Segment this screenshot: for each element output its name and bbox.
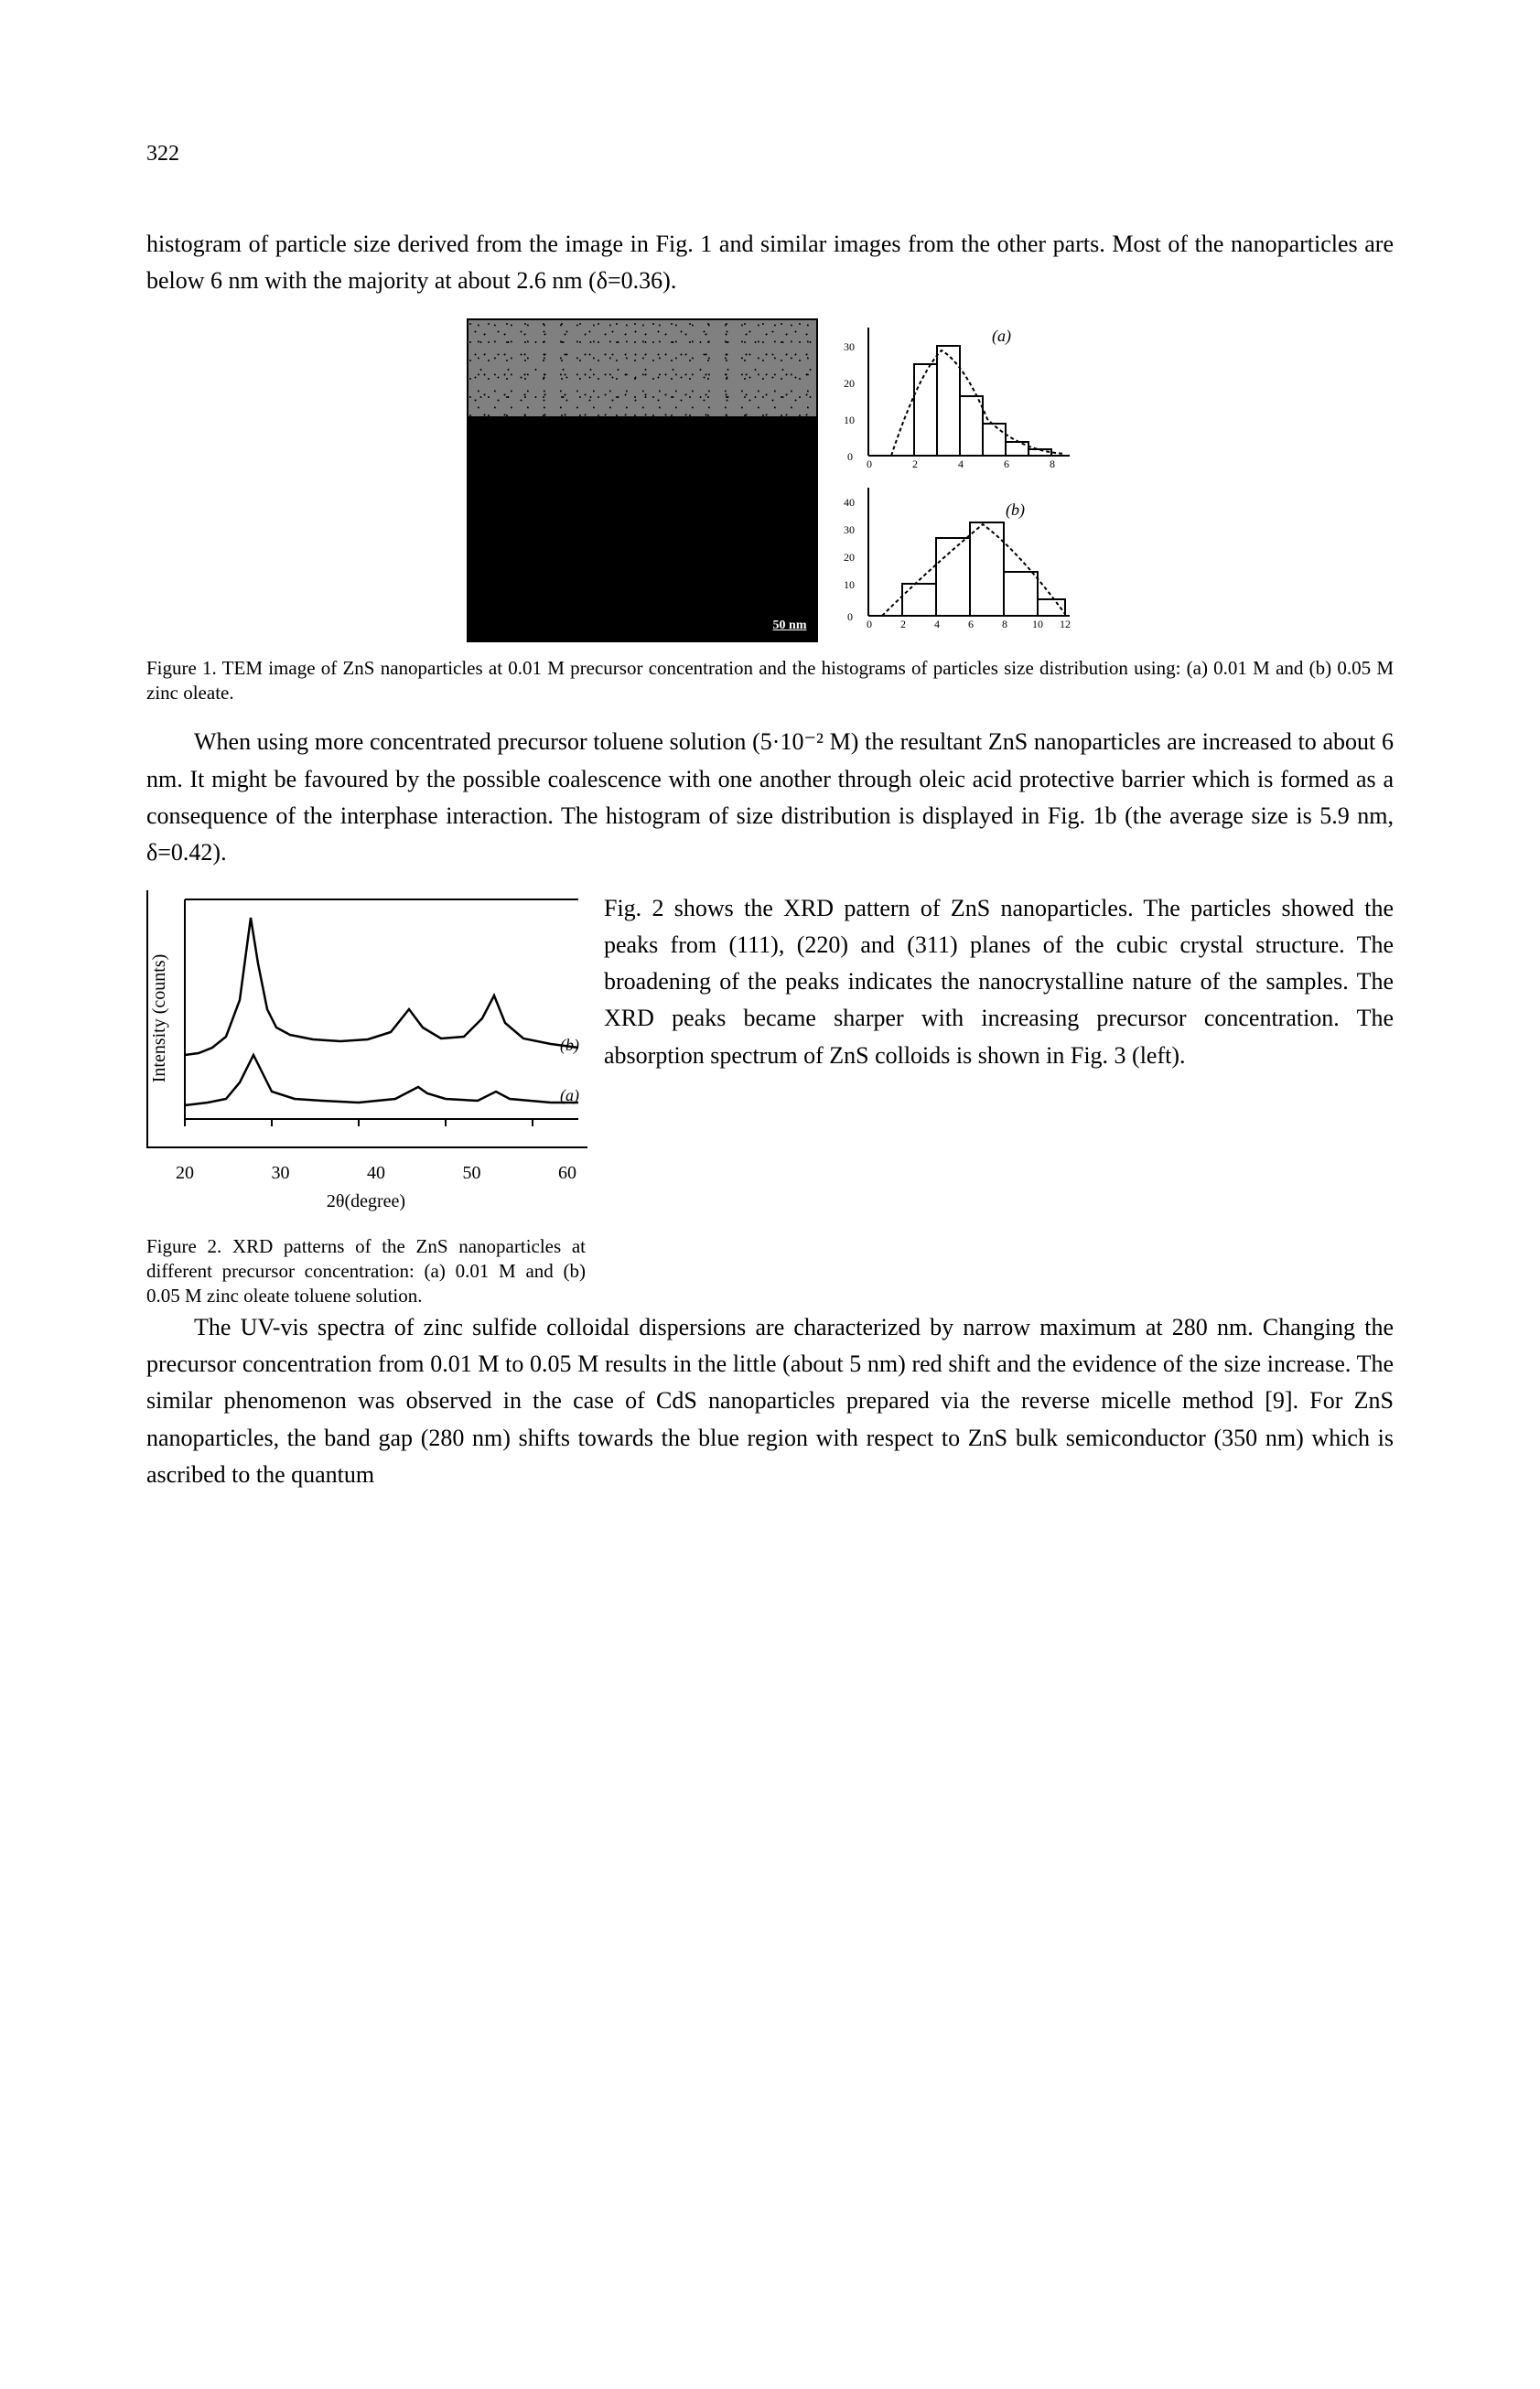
xrd-x-ticks: 20 30 40 50 60 bbox=[146, 1159, 586, 1188]
svg-text:10: 10 bbox=[1032, 618, 1043, 630]
svg-text:2: 2 bbox=[912, 457, 918, 469]
svg-text:30: 30 bbox=[844, 340, 855, 353]
figure-1: 50 nm (a) 0 10 20 30 bbox=[146, 318, 1394, 706]
xrd-tick: 40 bbox=[367, 1159, 385, 1188]
svg-text:30: 30 bbox=[844, 523, 855, 536]
histogram-b: (b) 0 10 20 30 40 0 2 4 6 8 10 12 bbox=[836, 479, 1074, 630]
svg-text:6: 6 bbox=[968, 618, 974, 630]
svg-text:20: 20 bbox=[844, 377, 855, 390]
svg-text:6: 6 bbox=[1004, 457, 1009, 469]
page-number: 322 bbox=[146, 137, 1394, 171]
svg-text:0: 0 bbox=[847, 450, 853, 463]
tem-noise-overlay bbox=[468, 320, 816, 416]
xrd-x-label: 2θ(degree) bbox=[146, 1188, 586, 1216]
histogram-panel: (a) 0 10 20 30 0 2 4 6 8 bbox=[836, 318, 1074, 630]
paragraph-2: When using more concentrated precursor t… bbox=[146, 724, 1394, 871]
svg-text:Intensity (counts): Intensity (counts) bbox=[149, 953, 169, 1082]
tem-image: 50 nm bbox=[467, 318, 818, 642]
svg-text:40: 40 bbox=[844, 496, 855, 509]
svg-text:20: 20 bbox=[844, 551, 855, 564]
svg-text:0: 0 bbox=[847, 610, 853, 623]
svg-text:(a): (a) bbox=[992, 327, 1011, 346]
figure-2: (a) (b) Intensity (counts) 20 30 40 50 6… bbox=[146, 890, 586, 1309]
svg-text:4: 4 bbox=[958, 457, 964, 469]
svg-text:10: 10 bbox=[844, 578, 855, 591]
svg-text:12: 12 bbox=[1060, 618, 1071, 630]
svg-text:10: 10 bbox=[844, 414, 855, 426]
tem-scale-bar-label: 50 nm bbox=[773, 616, 807, 636]
paragraph-3: Fig. 2 shows the XRD pattern of ZnS nano… bbox=[604, 890, 1394, 1074]
figure-2-caption: Figure 2. XRD patterns of the ZnS nanopa… bbox=[146, 1234, 586, 1309]
svg-text:8: 8 bbox=[1002, 618, 1007, 630]
svg-text:8: 8 bbox=[1050, 457, 1055, 469]
xrd-tick: 60 bbox=[558, 1159, 576, 1188]
xrd-tick: 20 bbox=[176, 1159, 194, 1188]
svg-text:2: 2 bbox=[900, 618, 906, 630]
svg-text:(b): (b) bbox=[560, 1036, 579, 1055]
svg-text:4: 4 bbox=[934, 618, 940, 630]
figure-2-row: (a) (b) Intensity (counts) 20 30 40 50 6… bbox=[146, 890, 1394, 1309]
svg-text:(a): (a) bbox=[560, 1086, 579, 1105]
paragraph-4: The UV-vis spectra of zinc sulfide collo… bbox=[146, 1309, 1394, 1493]
svg-text:0: 0 bbox=[867, 618, 872, 630]
xrd-tick: 50 bbox=[463, 1159, 481, 1188]
xrd-plot: (a) (b) Intensity (counts) bbox=[146, 890, 587, 1148]
histogram-a: (a) 0 10 20 30 0 2 4 6 8 bbox=[836, 318, 1074, 469]
figure-1-caption: Figure 1. TEM image of ZnS nanoparticles… bbox=[146, 656, 1394, 706]
paragraph-1: histogram of particle size derived from … bbox=[146, 226, 1394, 300]
svg-text:0: 0 bbox=[867, 457, 872, 469]
svg-text:(b): (b) bbox=[1006, 500, 1025, 520]
xrd-tick: 30 bbox=[272, 1159, 290, 1188]
figure-1-container: 50 nm (a) 0 10 20 30 bbox=[146, 318, 1394, 642]
